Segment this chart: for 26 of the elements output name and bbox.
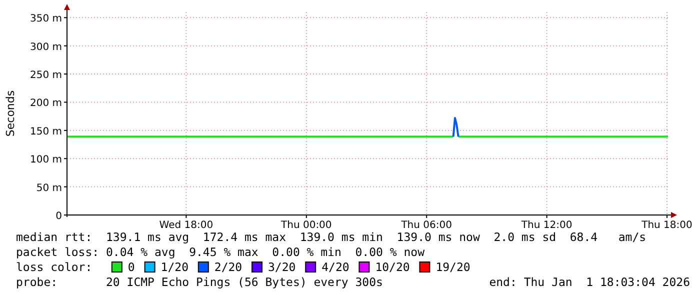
y-tick-label: 150 m	[30, 126, 62, 138]
text: median rtt: 139.1 ms avg 172.4 ms max 139.0 ms min 139.0 ms now 2.0 ms sd 68.4 am/s	[16, 230, 646, 244]
legend-label: 1/20	[160, 260, 189, 274]
legend-label: 4/20	[322, 260, 350, 274]
x-tick-label: Thu 18:00	[640, 220, 692, 231]
x-tick-label: Thu 00:00	[280, 220, 332, 231]
text: probe: 20 ICMP Echo Pings (56 Bytes) every 300s	[16, 275, 383, 289]
x-tick-label: Thu 12:00	[520, 220, 572, 231]
y-tick-label: 300 m	[30, 42, 62, 53]
text: end: Thu Jan 1 18:03:04 2026	[489, 275, 690, 289]
x-tick-label: Wed 18:00	[159, 220, 214, 231]
legend-label: 10/20	[375, 260, 410, 274]
legend-label: 3/20	[268, 260, 296, 274]
y-tick-label: 200 m	[30, 98, 62, 110]
y-axis-title: Seconds	[4, 90, 17, 137]
y-tick-label: 50 m	[36, 182, 62, 194]
y-tick-label: 100 m	[30, 154, 62, 166]
legend-label: 19/20	[436, 260, 470, 274]
y-tick-label: 250 m	[30, 70, 62, 82]
text: packet loss: 0.04 % avg 9.45 % max 0.00 % min 0.00 % now	[16, 245, 425, 259]
y-tick-label: 350 m	[30, 14, 62, 25]
x-tick-label: Thu 06:00	[400, 220, 452, 231]
legend-title: loss color:	[16, 260, 92, 274]
y-tick-label: 0	[56, 211, 62, 222]
legend-label: 2/20	[214, 260, 242, 274]
legend-label: 0	[128, 260, 135, 274]
